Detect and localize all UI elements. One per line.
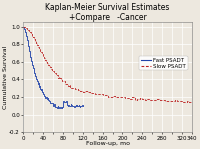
- Y-axis label: Cumulative Survival: Cumulative Survival: [3, 46, 8, 109]
- Title: Kaplan-Meier Survival Estimates
+Compare   -Cancer: Kaplan-Meier Survival Estimates +Compare…: [45, 3, 170, 22]
- Legend: Fast PSADT, Slow PSADT: Fast PSADT, Slow PSADT: [139, 56, 188, 70]
- X-axis label: Follow-up, mo: Follow-up, mo: [86, 141, 130, 146]
